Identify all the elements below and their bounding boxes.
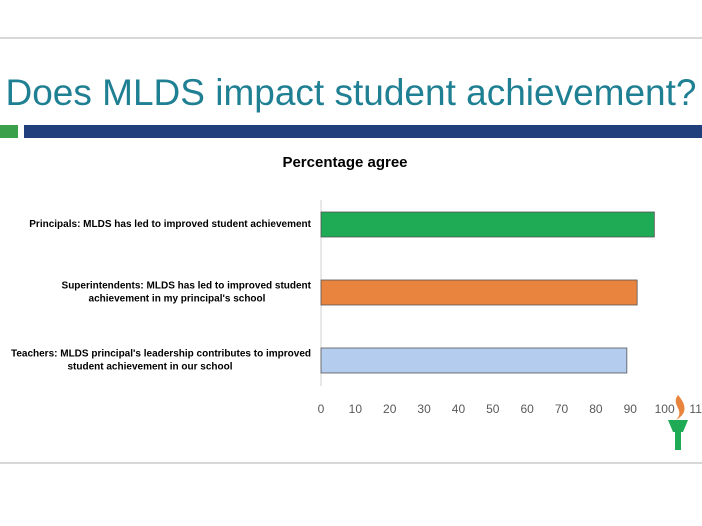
label-line: achievement in my principal's school [89, 293, 266, 304]
x-tick-label: 80 [589, 402, 603, 416]
x-tick-label: 110 [689, 402, 702, 416]
label-line: student achievement in our school [67, 361, 232, 372]
accent-bar [24, 125, 702, 138]
x-tick-label: 0 [318, 402, 325, 416]
x-tick-label: 20 [383, 402, 397, 416]
x-tick-label: 60 [521, 402, 535, 416]
bar [320, 347, 628, 374]
torch-logo [668, 395, 688, 450]
chart-title: Percentage agree [282, 154, 407, 171]
x-tick-label: 90 [624, 402, 638, 416]
accent-green [0, 125, 18, 138]
label-line: Superintendents: MLDS has led to improve… [62, 280, 312, 291]
label-line: Teachers: MLDS principal's leadership co… [11, 348, 311, 359]
slide-title: Does MLDS impact student achievement? [5, 72, 696, 113]
x-tick-label: 40 [452, 402, 466, 416]
x-tick-label: 30 [417, 402, 431, 416]
category-label: Superintendents: MLDS has led to improve… [62, 280, 312, 304]
category-label: Teachers: MLDS principal's leadership co… [11, 348, 311, 372]
x-tick-label: 50 [486, 402, 500, 416]
x-tick-label: 10 [349, 402, 363, 416]
label-line: Principals: MLDS has led to improved stu… [29, 219, 311, 230]
bar [320, 279, 638, 306]
x-tick-label: 70 [555, 402, 569, 416]
bar [320, 211, 655, 238]
category-label: Principals: MLDS has led to improved stu… [29, 219, 311, 230]
x-tick-label: 100 [655, 402, 675, 416]
